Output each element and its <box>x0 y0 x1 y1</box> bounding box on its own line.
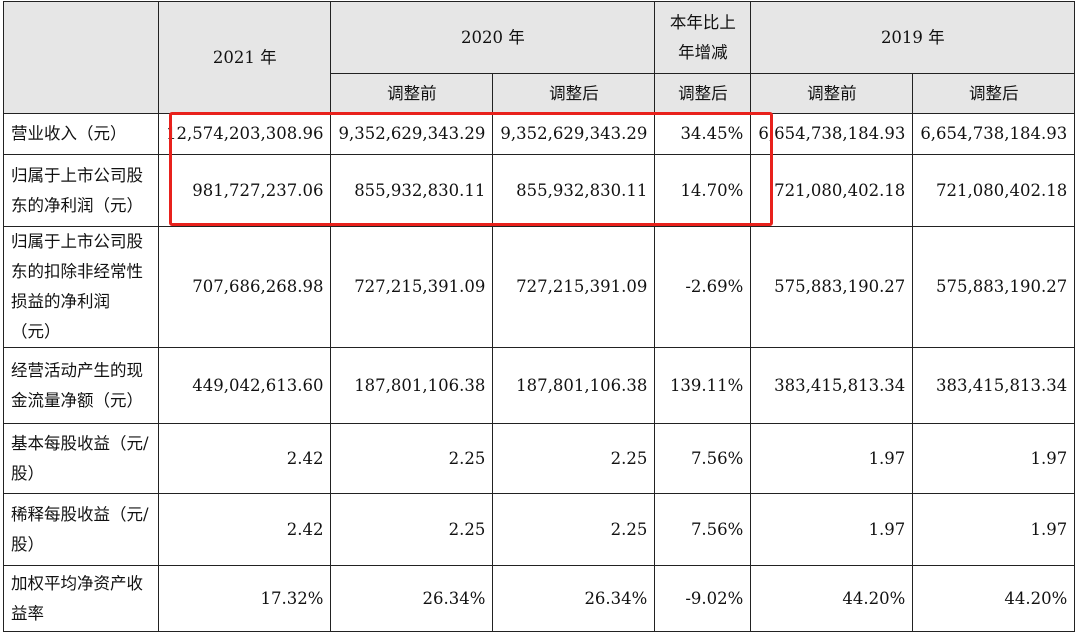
value-change: 14.70% <box>654 154 752 227</box>
header-change-line1: 本年比上 <box>669 12 736 32</box>
value-2020-after: 727,215,391.09 <box>492 226 656 348</box>
header-corner-cell <box>3 1 159 114</box>
value-2019-after: 44.20% <box>912 565 1076 632</box>
value-2019-after: 383,415,813.34 <box>912 347 1076 424</box>
financial-summary-table: 2021 年 2020 年 本年比上 年增减 2019 年 调整前 调整后 调整… <box>3 1 1076 632</box>
value-2020-before: 2.25 <box>330 423 494 494</box>
table-row: 基本每股收益（元/股） 2.42 2.25 2.25 7.56% 1.97 1.97 <box>3 423 1076 494</box>
header-change-after: 调整后 <box>654 73 752 114</box>
value-2021: 12,574,203,308.96 <box>157 113 332 155</box>
value-2019-before: 721,080,402.18 <box>750 154 914 227</box>
header-2020-after: 调整后 <box>492 73 656 114</box>
value-2021: 981,727,237.06 <box>157 154 332 227</box>
value-2019-after: 6,654,738,184.93 <box>912 113 1076 155</box>
value-change: -2.69% <box>654 226 752 348</box>
value-2020-before: 187,801,106.38 <box>330 347 494 424</box>
table-row: 经营活动产生的现金流量净额（元） 449,042,613.60 187,801,10… <box>3 347 1076 424</box>
value-2019-before: 44.20% <box>750 565 914 632</box>
value-2019-before: 1.97 <box>750 423 914 494</box>
table-row: 加权平均净资产收益率 17.32% 26.34% 26.34% -9.02% 44.20%… <box>3 565 1076 632</box>
value-2020-before: 2.25 <box>330 493 494 566</box>
value-2019-before: 575,883,190.27 <box>750 226 914 348</box>
value-2020-after: 26.34% <box>492 565 656 632</box>
value-2020-before: 9,352,629,343.29 <box>330 113 494 155</box>
header-2021: 2021 年 <box>157 1 332 114</box>
row-label: 稀释每股收益（元/股） <box>3 493 159 566</box>
value-2020-before: 855,932,830.11 <box>330 154 494 227</box>
value-2020-after: 855,932,830.11 <box>492 154 656 227</box>
row-label: 加权平均净资产收益率 <box>3 565 159 632</box>
value-2020-after: 187,801,106.38 <box>492 347 656 424</box>
value-2020-before: 727,215,391.09 <box>330 226 494 348</box>
value-2021: 449,042,613.60 <box>157 347 332 424</box>
value-2021: 707,686,268.98 <box>157 226 332 348</box>
value-2020-after: 2.25 <box>492 423 656 494</box>
value-2019-before: 1.97 <box>750 493 914 566</box>
header-2020-before: 调整前 <box>330 73 494 114</box>
value-change: 7.56% <box>654 423 752 494</box>
value-2020-after: 9,352,629,343.29 <box>492 113 656 155</box>
value-change: 7.56% <box>654 493 752 566</box>
value-2019-before: 383,415,813.34 <box>750 347 914 424</box>
table-row: 营业收入（元） 12,574,203,308.96 9,352,629,343.29… <box>3 113 1076 155</box>
value-2019-after: 575,883,190.27 <box>912 226 1076 348</box>
value-2019-after: 1.97 <box>912 423 1076 494</box>
table-row: 归属于上市公司股东的净利润（元） 981,727,237.06 855,932,83… <box>3 154 1076 227</box>
header-2019-before: 调整前 <box>750 73 914 114</box>
header-2019: 2019 年 <box>750 1 1076 74</box>
header-change: 本年比上 年增减 <box>654 1 752 74</box>
value-2019-after: 721,080,402.18 <box>912 154 1076 227</box>
header-change-line2: 年增减 <box>678 42 728 62</box>
value-2019-after: 1.97 <box>912 493 1076 566</box>
header-2019-after: 调整后 <box>912 73 1076 114</box>
row-label: 营业收入（元） <box>3 113 159 155</box>
value-2021: 2.42 <box>157 493 332 566</box>
value-change: -9.02% <box>654 565 752 632</box>
value-2021: 2.42 <box>157 423 332 494</box>
row-label: 经营活动产生的现金流量净额（元） <box>3 347 159 424</box>
header-2020: 2020 年 <box>330 1 656 74</box>
value-2021: 17.32% <box>157 565 332 632</box>
table-row: 归属于上市公司股东的扣除非经常性损益的净利润（元） 707,686,268.98 7… <box>3 226 1076 348</box>
row-label: 归属于上市公司股东的净利润（元） <box>3 154 159 227</box>
row-label: 基本每股收益（元/股） <box>3 423 159 494</box>
value-2019-before: 6,654,738,184.93 <box>750 113 914 155</box>
value-change: 34.45% <box>654 113 752 155</box>
table-row: 稀释每股收益（元/股） 2.42 2.25 2.25 7.56% 1.97 1.97 <box>3 493 1076 566</box>
row-label: 归属于上市公司股东的扣除非经常性损益的净利润（元） <box>3 226 159 348</box>
value-change: 139.11% <box>654 347 752 424</box>
value-2020-after: 2.25 <box>492 493 656 566</box>
value-2020-before: 26.34% <box>330 565 494 632</box>
